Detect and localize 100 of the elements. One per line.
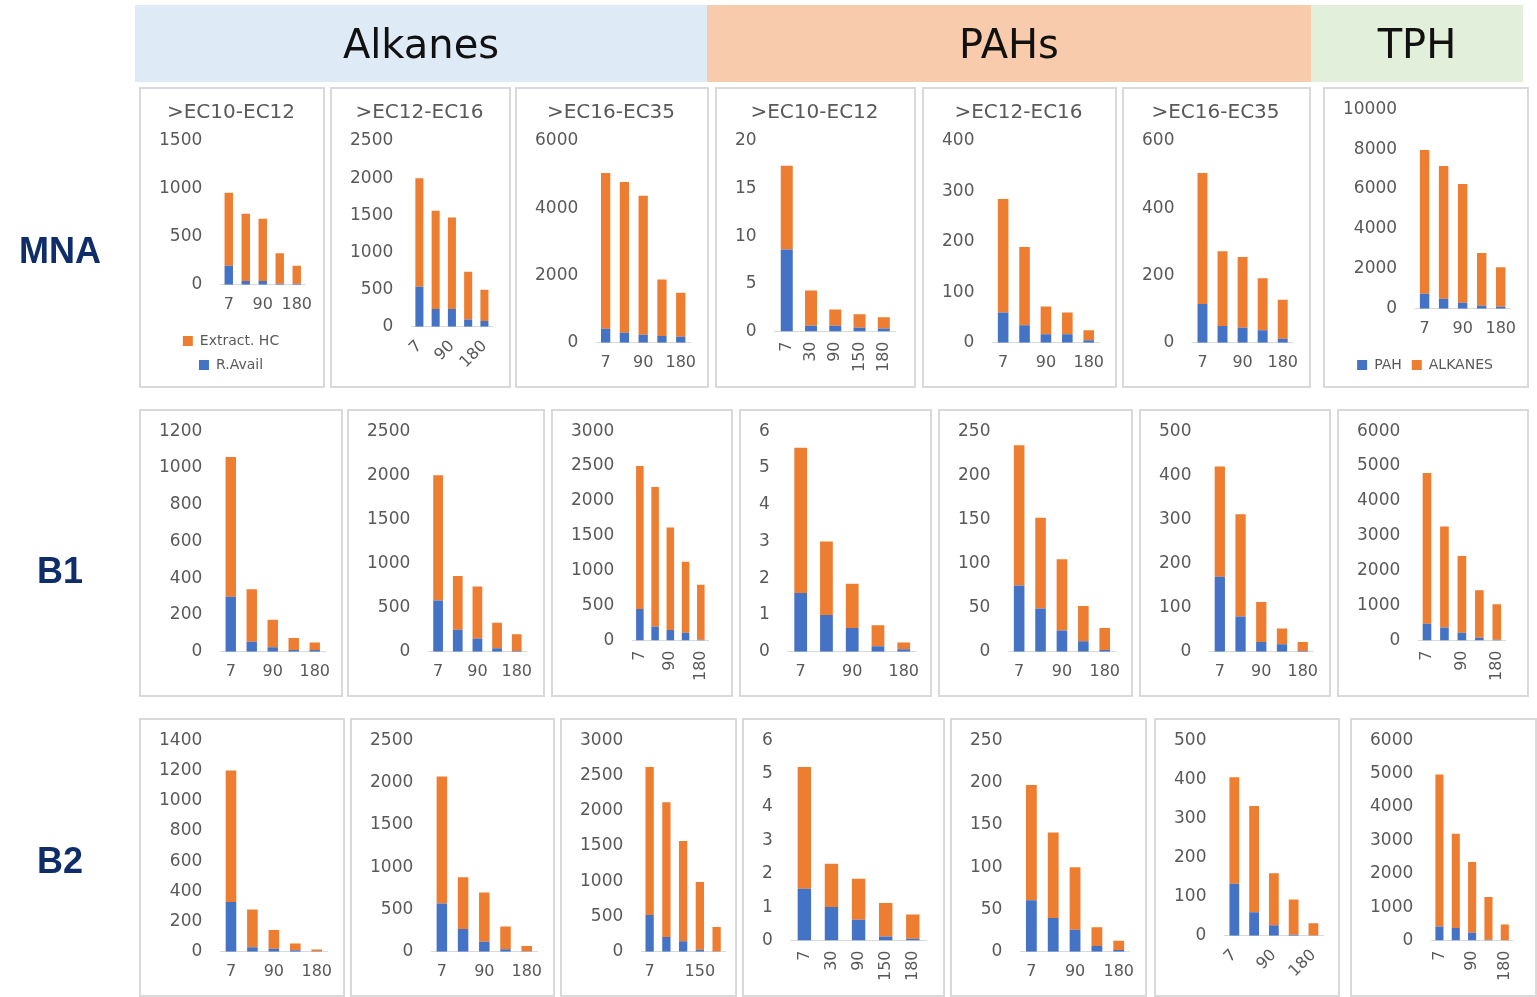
y-tick-label: 0 — [1386, 297, 1398, 318]
y-tick-label: 6000 — [1357, 419, 1401, 440]
x-tick-label: 90 — [842, 660, 863, 680]
y-tick-label: 0 — [758, 640, 770, 661]
bar — [662, 802, 671, 937]
x-tick-label: 7 — [225, 660, 236, 680]
y-tick-label: 4000 — [1357, 489, 1401, 510]
category-label: MNA — [19, 230, 101, 271]
bar — [1496, 267, 1506, 307]
y-tick-label: 800 — [169, 819, 203, 840]
bar — [1451, 928, 1460, 941]
x-tick-label: 180 — [1073, 351, 1104, 371]
bar — [780, 249, 793, 332]
y-tick-label: 500 — [581, 594, 615, 615]
y-tick-label: 200 — [169, 603, 203, 624]
bar — [1013, 445, 1025, 586]
bar — [877, 317, 890, 329]
x-tick-label: 150 — [874, 950, 894, 982]
y-tick-label: 0 — [191, 940, 203, 961]
x-tick-label: 180 — [501, 660, 532, 680]
bar — [1468, 932, 1477, 941]
y-tick-label: 500 — [1158, 419, 1192, 440]
bar — [1069, 867, 1081, 930]
y-tick-label: 600 — [169, 529, 203, 550]
x-tick-label: 7 — [1428, 950, 1448, 961]
x-tick-label: 150 — [848, 341, 868, 373]
bar — [1099, 627, 1111, 651]
x-tick-label: 30 — [800, 341, 820, 362]
bar — [638, 195, 648, 335]
y-tick-label: 1500 — [367, 507, 411, 528]
x-tick-label: 90 — [467, 660, 488, 680]
y-tick-label: 1200 — [159, 419, 203, 440]
chart-title: >EC12-EC16 — [954, 99, 1083, 124]
bar — [1440, 627, 1449, 641]
bar — [794, 592, 808, 652]
y-tick-label: 500 — [360, 278, 394, 299]
y-tick-label: 400 — [1141, 196, 1175, 217]
y-tick-label: 2 — [761, 862, 773, 883]
bar — [780, 165, 793, 250]
bar — [464, 319, 473, 327]
y-tick-label: 0 — [191, 640, 203, 661]
bar — [1078, 605, 1089, 642]
bar — [1297, 642, 1308, 651]
x-tick-label: 90 — [633, 351, 654, 371]
bar — [1268, 873, 1279, 926]
y-tick-label: 200 — [169, 909, 203, 930]
bar — [1019, 325, 1030, 343]
y-tick-label: 50 — [980, 897, 1003, 918]
x-tick-label: 7 — [1197, 351, 1208, 371]
bar — [1229, 883, 1240, 936]
bar — [1268, 925, 1279, 936]
y-tick-label: 1000 — [571, 559, 615, 580]
bar — [1276, 628, 1288, 645]
bar — [472, 586, 483, 639]
bar — [1451, 833, 1460, 929]
y-tick-label: 600 — [169, 849, 203, 870]
chart-title: >EC12-EC16 — [355, 99, 484, 124]
bar — [1457, 184, 1468, 303]
y-tick-label: 100 — [1173, 885, 1207, 906]
y-tick-label: 0 — [567, 331, 579, 352]
bar — [447, 217, 456, 309]
x-tick-label: 90 — [1232, 351, 1253, 371]
y-tick-label: 3 — [758, 529, 770, 550]
y-tick-label: 1000 — [1370, 895, 1414, 916]
bar — [997, 312, 1009, 343]
bar — [997, 199, 1009, 313]
bar — [1091, 927, 1103, 946]
y-tick-label: 1 — [758, 603, 770, 624]
bar — [1277, 299, 1288, 339]
x-tick-label: 180 — [511, 960, 542, 980]
y-tick-label: 1000 — [580, 869, 624, 890]
x-tick-label: 180 — [301, 960, 332, 980]
bar — [1419, 150, 1430, 294]
bar — [1249, 912, 1259, 936]
y-tick-label: 1000 — [1357, 594, 1401, 615]
bar — [433, 475, 443, 601]
bar — [1229, 777, 1240, 884]
bar — [224, 192, 233, 266]
bar — [1040, 306, 1052, 335]
y-tick-label: 400 — [169, 566, 203, 587]
bar — [797, 766, 812, 889]
y-tick-label: 1000 — [159, 789, 203, 810]
y-tick-label: 250 — [969, 728, 1003, 749]
bar — [1019, 246, 1030, 326]
bar — [247, 947, 258, 952]
y-tick-label: 2000 — [367, 463, 411, 484]
y-tick-label: 0 — [382, 315, 394, 336]
y-tick-label: 2500 — [370, 728, 414, 749]
bar — [247, 909, 258, 948]
y-tick-label: 200 — [1141, 263, 1175, 284]
bar — [897, 642, 911, 650]
x-tick-label: 90 — [1461, 950, 1481, 971]
y-tick-label: 6 — [758, 419, 770, 440]
y-tick-label: 8000 — [1353, 137, 1398, 158]
x-tick-label: 90 — [1064, 960, 1086, 980]
y-tick-label: 5 — [758, 456, 770, 477]
bar — [601, 172, 611, 329]
y-tick-label: 1500 — [350, 203, 394, 224]
y-tick-label: 1500 — [580, 834, 624, 855]
x-tick-label: 180 — [1103, 960, 1134, 980]
